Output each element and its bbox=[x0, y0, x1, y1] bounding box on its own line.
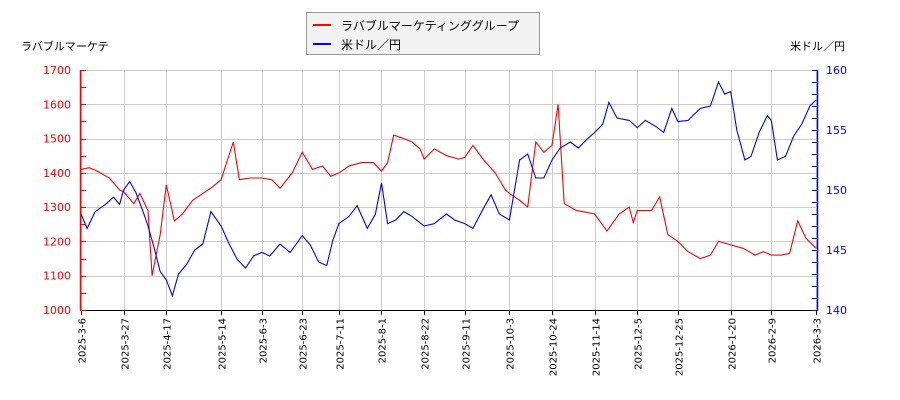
svg-text:2025-3-6: 2025-3-6 bbox=[78, 318, 89, 363]
svg-text:2025-3-27: 2025-3-27 bbox=[121, 318, 132, 370]
svg-text:2025-6-23: 2025-6-23 bbox=[299, 318, 310, 370]
svg-text:140: 140 bbox=[826, 304, 847, 317]
svg-text:155: 155 bbox=[826, 124, 847, 137]
svg-text:2025-12-5: 2025-12-5 bbox=[634, 318, 645, 370]
left-axis-title: ラバブルマーケテ bbox=[21, 40, 109, 53]
right-axis-title: 米ドル／円 bbox=[790, 40, 845, 53]
gridlines bbox=[81, 70, 817, 311]
svg-text:1700: 1700 bbox=[43, 64, 71, 77]
legend-swatch-blue bbox=[313, 43, 331, 45]
svg-text:2025-8-22: 2025-8-22 bbox=[421, 318, 432, 370]
line-usdjpy bbox=[80, 80, 817, 298]
svg-text:1300: 1300 bbox=[43, 201, 71, 214]
legend-label: 米ドル／円 bbox=[341, 37, 402, 52]
svg-text:2025-11-14: 2025-11-14 bbox=[592, 318, 603, 376]
svg-text:2025-7-11: 2025-7-11 bbox=[336, 318, 347, 370]
line-stock bbox=[80, 104, 817, 276]
svg-text:150: 150 bbox=[826, 184, 847, 197]
legend-label: ラバブルマーケティンググループ bbox=[341, 18, 519, 33]
svg-text:2025-5-14: 2025-5-14 bbox=[218, 318, 229, 370]
svg-text:1500: 1500 bbox=[43, 133, 71, 146]
svg-text:1100: 1100 bbox=[43, 270, 71, 283]
svg-text:1400: 1400 bbox=[43, 167, 71, 180]
svg-text:2025-4-17: 2025-4-17 bbox=[163, 318, 174, 370]
svg-text:1200: 1200 bbox=[43, 235, 71, 248]
axes: 2025-3-6 2025-3-27 2025-4-17 2025-5-14 2025-… bbox=[43, 64, 847, 376]
svg-text:160: 160 bbox=[826, 64, 847, 77]
svg-text:2025-10-3: 2025-10-3 bbox=[506, 318, 517, 370]
svg-text:2026-3-3: 2026-3-3 bbox=[813, 318, 824, 363]
svg-text:2026-2-9: 2026-2-9 bbox=[768, 318, 779, 363]
series-lines bbox=[80, 80, 817, 298]
svg-text:2025-12-25: 2025-12-25 bbox=[675, 318, 686, 376]
svg-text:1000: 1000 bbox=[43, 304, 71, 317]
legend-item-lovable-marketing: ラバブルマーケティンググループ bbox=[313, 16, 519, 34]
svg-text:2025-8-1: 2025-8-1 bbox=[378, 318, 389, 363]
legend-item-usdjpy: 米ドル／円 bbox=[313, 35, 401, 53]
legend-swatch-red bbox=[313, 24, 331, 26]
svg-text:1600: 1600 bbox=[43, 98, 71, 111]
svg-text:2025-9-11: 2025-9-11 bbox=[462, 318, 473, 370]
svg-text:2026-1-20: 2026-1-20 bbox=[728, 318, 739, 370]
svg-text:2025-6-3: 2025-6-3 bbox=[259, 318, 270, 363]
svg-text:2025-10-24: 2025-10-24 bbox=[549, 318, 560, 376]
svg-text:145: 145 bbox=[826, 244, 847, 257]
chart-legend: ラバブルマーケティンググループ 米ドル／円 bbox=[306, 12, 540, 55]
